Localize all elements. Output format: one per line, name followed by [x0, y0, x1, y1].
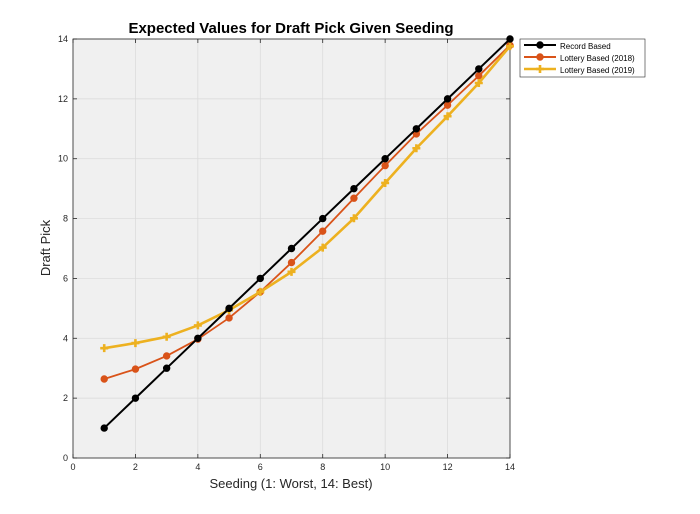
axes: 0 2 4 6 8 10 12 14 0 2 4 6 8 10 12 14 [58, 34, 515, 472]
data-point-1 [287, 258, 296, 267]
y-tick-label: 6 [63, 273, 68, 283]
data-point-2 [412, 144, 421, 153]
series-line-1 [103, 44, 511, 380]
x-tick-label: 8 [320, 462, 325, 472]
data-point-0 [131, 394, 140, 402]
data-point-1 [162, 352, 171, 360]
data-point-1 [225, 314, 233, 322]
y-tick-label: 4 [63, 333, 68, 343]
series-line-0 [103, 38, 511, 429]
y-tick-label: 14 [58, 34, 68, 44]
series-0 [100, 35, 514, 432]
legend-marker-0 [536, 41, 544, 49]
data-point-2 [287, 267, 296, 276]
y-axis-label: Draft Pick [38, 219, 53, 276]
data-point-0 [443, 95, 452, 103]
data-point-2 [506, 42, 514, 51]
x-tick-label: 14 [505, 462, 515, 472]
data-point-0 [412, 125, 421, 133]
data-point-2 [318, 243, 327, 252]
axes-box [72, 38, 511, 459]
data-point-1 [131, 365, 140, 373]
data-point-1 [319, 227, 327, 235]
x-axis-label: Seeding (1: Worst, 14: Best) [209, 476, 372, 491]
data-point-2 [474, 78, 483, 87]
y-tick-label: 8 [63, 214, 68, 224]
legend-marker-2 [536, 65, 544, 73]
legend-marker-1 [536, 53, 544, 61]
x-tick-label: 12 [443, 462, 453, 472]
x-tick-label: 6 [258, 462, 263, 472]
data-point-1 [443, 101, 452, 109]
legend-label-0: Record Based [560, 42, 611, 51]
legend-label-1: Lottery Based (2018) [560, 54, 635, 63]
x-tick-label: 0 [70, 462, 75, 472]
legend-label-2: Lottery Based (2019) [560, 66, 635, 75]
data-point-0 [319, 214, 327, 223]
series-layer [100, 35, 514, 432]
chart-title: Expected Values for Draft Pick Given See… [128, 20, 453, 37]
data-point-2 [100, 344, 109, 353]
y-tick-label: 12 [58, 94, 68, 104]
data-point-0 [225, 304, 233, 313]
data-point-0 [256, 274, 264, 283]
y-tick-label: 0 [63, 453, 68, 463]
data-point-2 [381, 178, 390, 187]
data-point-2 [193, 321, 202, 330]
data-point-0 [100, 424, 108, 432]
data-point-1 [100, 375, 108, 383]
x-tick-label: 2 [133, 462, 138, 472]
y-tick-label: 10 [58, 154, 68, 164]
data-point-1 [350, 194, 358, 202]
data-point-0 [162, 364, 171, 372]
data-point-0 [381, 155, 389, 163]
x-tick-label: 4 [195, 462, 200, 472]
data-point-2 [256, 287, 265, 296]
data-point-1 [381, 161, 389, 170]
data-point-2 [349, 214, 358, 223]
x-tick-label: 10 [380, 462, 390, 472]
data-point-0 [475, 65, 483, 73]
legend: Record Based Lottery Based (2018) Lotter… [519, 38, 646, 78]
data-point-2 [162, 332, 171, 341]
series-2 [100, 42, 514, 353]
data-point-2 [131, 339, 140, 348]
data-point-0 [194, 334, 202, 342]
data-point-1 [475, 72, 483, 80]
data-point-0 [350, 184, 358, 193]
series-line-2 [104, 45, 511, 350]
data-point-0 [506, 35, 514, 43]
data-point-2 [443, 112, 452, 121]
data-point-0 [287, 244, 296, 253]
y-tick-label: 2 [63, 393, 68, 403]
